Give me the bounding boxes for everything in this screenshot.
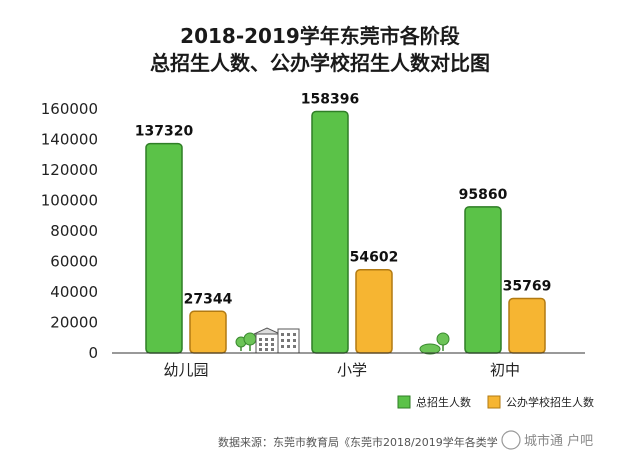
source-note: 数据来源：东莞市教育局《东莞市2018/2019学年各类学 — [218, 435, 498, 449]
window-icon — [293, 333, 296, 336]
legend-swatch — [487, 395, 501, 409]
data-label: 95860 — [459, 187, 508, 203]
window-icon — [293, 339, 296, 342]
bar-total-0 — [145, 142, 183, 354]
x-category-label: 初中 — [490, 361, 520, 379]
window-icon — [293, 345, 296, 348]
window-icon — [265, 343, 268, 346]
data-label: 35769 — [503, 278, 552, 294]
x-category-label: 小学 — [337, 361, 367, 379]
watermark-text: 城市通 户吧 — [524, 433, 593, 449]
window-icon — [281, 345, 284, 348]
window-icon — [271, 338, 274, 341]
x-axis-categories: 幼儿园 小学 初中 — [163, 361, 520, 379]
y-tick-label: 120000 — [41, 161, 98, 179]
bar-total-2 — [464, 206, 502, 354]
window-icon — [271, 343, 274, 346]
chart-title-line1: 2018-2019学年东莞市各阶段 — [180, 24, 460, 48]
watermark: 城市通 户吧 — [501, 430, 593, 450]
window-icon — [259, 348, 262, 351]
bar-public-2 — [508, 297, 546, 354]
window-icon — [281, 333, 284, 336]
data-label: 27344 — [184, 291, 233, 307]
y-tick-label: 20000 — [50, 314, 98, 332]
window-icon — [287, 339, 290, 342]
window-icon — [265, 348, 268, 351]
legend-swatch — [397, 395, 411, 409]
window-icon — [265, 338, 268, 341]
building-roof-icon — [253, 327, 281, 335]
window-icon — [287, 333, 290, 336]
legend-label: 公办学校招生人数 — [506, 395, 594, 409]
y-tick-label: 40000 — [50, 283, 98, 301]
window-icon — [271, 348, 274, 351]
bush-icon — [419, 343, 441, 355]
data-label: 54602 — [350, 250, 399, 266]
y-axis-ticks: 0 20000 40000 60000 80000 100000 120000 140000 1… — [41, 100, 98, 362]
y-tick-label: 60000 — [50, 253, 98, 271]
window-icon — [287, 345, 290, 348]
bar-total-1 — [311, 110, 349, 354]
legend: 总招生人数 公办学校招生人数 — [397, 395, 594, 409]
y-tick-label: 140000 — [41, 131, 98, 149]
bar-public-0 — [189, 310, 227, 354]
y-tick-label: 80000 — [50, 222, 98, 240]
chart-title-line2: 总招生人数、公办学校招生人数对比图 — [150, 51, 490, 75]
data-label: 137320 — [135, 124, 194, 140]
tree-icon — [436, 332, 450, 346]
y-tick-label: 100000 — [41, 192, 98, 210]
y-tick-label: 160000 — [41, 100, 98, 118]
legend-label: 总招生人数 — [416, 395, 471, 409]
bars: 137320 27344 158396 54602 95860 35769 — [135, 91, 552, 354]
tree-icon — [243, 332, 257, 346]
watermark-logo-icon — [501, 430, 521, 450]
y-tick-label: 0 — [88, 344, 98, 362]
window-icon — [281, 339, 284, 342]
x-category-label: 幼儿园 — [163, 361, 208, 379]
window-icon — [259, 338, 262, 341]
bar-public-1 — [355, 268, 393, 354]
decorative-illustrations — [235, 327, 450, 355]
data-label: 158396 — [301, 91, 359, 107]
window-icon — [259, 343, 262, 346]
